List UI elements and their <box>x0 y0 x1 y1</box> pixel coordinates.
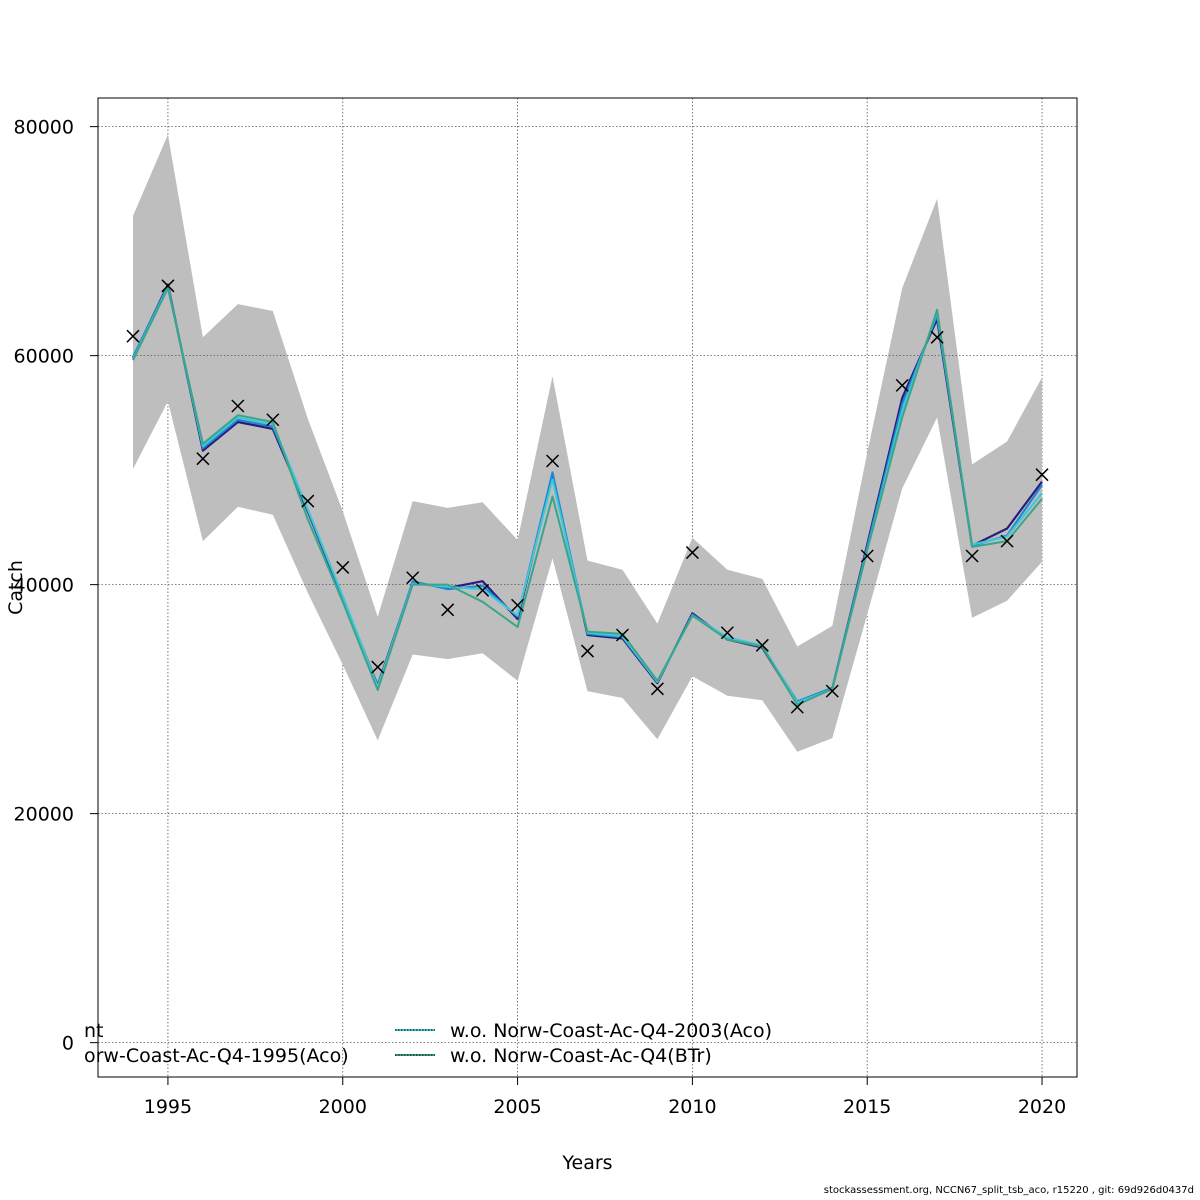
observed-point <box>231 399 245 413</box>
grid <box>167 98 1043 1077</box>
horizontal-grid-over <box>98 126 1077 1044</box>
y-tick-label: 20000 <box>14 804 74 826</box>
observed-point <box>930 330 944 344</box>
legend-label: orw-Coast-Ac-Q4-1995(Aco) <box>84 1045 349 1067</box>
plot-frame <box>97 97 1078 1078</box>
x-axis: 1995 2000 2005 2010 2015 2020 <box>144 1077 1066 1118</box>
y-tick-label: 0 <box>62 1033 74 1055</box>
observed-point <box>406 571 420 585</box>
series-line-4 <box>132 287 1043 706</box>
x-tick-label: 2010 <box>668 1096 716 1118</box>
legend: nt orw-Coast-Ac-Q4-1995(Aco) w.o. Norw-Coa… <box>84 1020 772 1067</box>
legend-item: orw-Coast-Ac-Q4-1995(Aco) <box>84 1045 349 1067</box>
observed-point <box>790 700 804 714</box>
series-layer <box>132 283 1043 706</box>
footer-credit: stockassessment.org, NCCN67_split_tsb_ac… <box>823 1185 1194 1196</box>
x-tick-label: 2000 <box>319 1096 367 1118</box>
legend-label: w.o. Norw-Coast-Ac-Q4-2003(Aco) <box>450 1020 772 1042</box>
observed-point <box>476 583 490 597</box>
observed-point <box>895 378 909 392</box>
observed-point <box>755 638 769 652</box>
legend-label: w.o. Norw-Coast-Ac-Q4(BTr) <box>450 1045 712 1067</box>
x-axis-title: Years <box>561 1152 612 1174</box>
observed-point <box>301 494 315 508</box>
observed-point <box>580 644 595 658</box>
y-tick-label: 40000 <box>14 575 74 597</box>
observed-point <box>1035 468 1049 482</box>
observed-point <box>511 598 525 612</box>
observed-point <box>720 626 734 640</box>
observed-point <box>371 660 385 674</box>
x-tick-label: 2015 <box>843 1096 891 1118</box>
observed-point <box>336 560 350 574</box>
observed-point <box>615 628 629 642</box>
x-tick-label: 1995 <box>144 1096 192 1118</box>
observed-point <box>266 413 280 427</box>
observed-point <box>965 549 979 563</box>
legend-item: w.o. Norw-Coast-Ac-Q4(BTr) <box>395 1045 712 1067</box>
y-axis: 0 20000 40000 60000 80000 <box>14 117 98 1055</box>
y-tick-label: 80000 <box>14 117 74 139</box>
observed-point <box>546 454 560 468</box>
observed-point <box>126 329 140 343</box>
observed-point <box>825 684 839 698</box>
y-tick-label: 60000 <box>14 346 74 368</box>
legend-label: nt <box>84 1020 104 1042</box>
legend-item: nt <box>84 1020 104 1042</box>
x-tick-label: 2020 <box>1018 1096 1066 1118</box>
legend-item: w.o. Norw-Coast-Ac-Q4-2003(Aco) <box>395 1020 772 1042</box>
observed-point <box>650 682 664 696</box>
confidence-band-layer <box>133 134 1042 752</box>
observed-point <box>441 603 455 617</box>
observed-point <box>161 279 175 293</box>
observed-points-layer <box>126 279 1049 714</box>
observed-point <box>685 546 699 560</box>
observed-point <box>860 549 874 563</box>
observed-point <box>1000 534 1014 548</box>
observed-point <box>196 452 210 466</box>
confidence-band <box>133 134 1042 752</box>
x-tick-label: 2005 <box>493 1096 541 1118</box>
y-axis-title: Catch <box>5 560 27 615</box>
